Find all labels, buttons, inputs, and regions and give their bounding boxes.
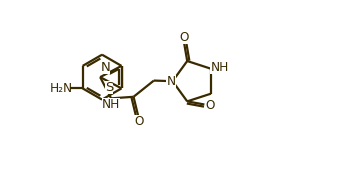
Text: H₂N: H₂N (50, 82, 73, 95)
Text: O: O (135, 115, 144, 128)
Text: N: N (100, 61, 110, 74)
Text: N: N (166, 75, 176, 88)
Text: O: O (205, 99, 215, 112)
Text: NH: NH (102, 98, 120, 111)
Text: O: O (180, 31, 189, 44)
Text: S: S (105, 81, 114, 94)
Text: NH: NH (211, 61, 229, 74)
